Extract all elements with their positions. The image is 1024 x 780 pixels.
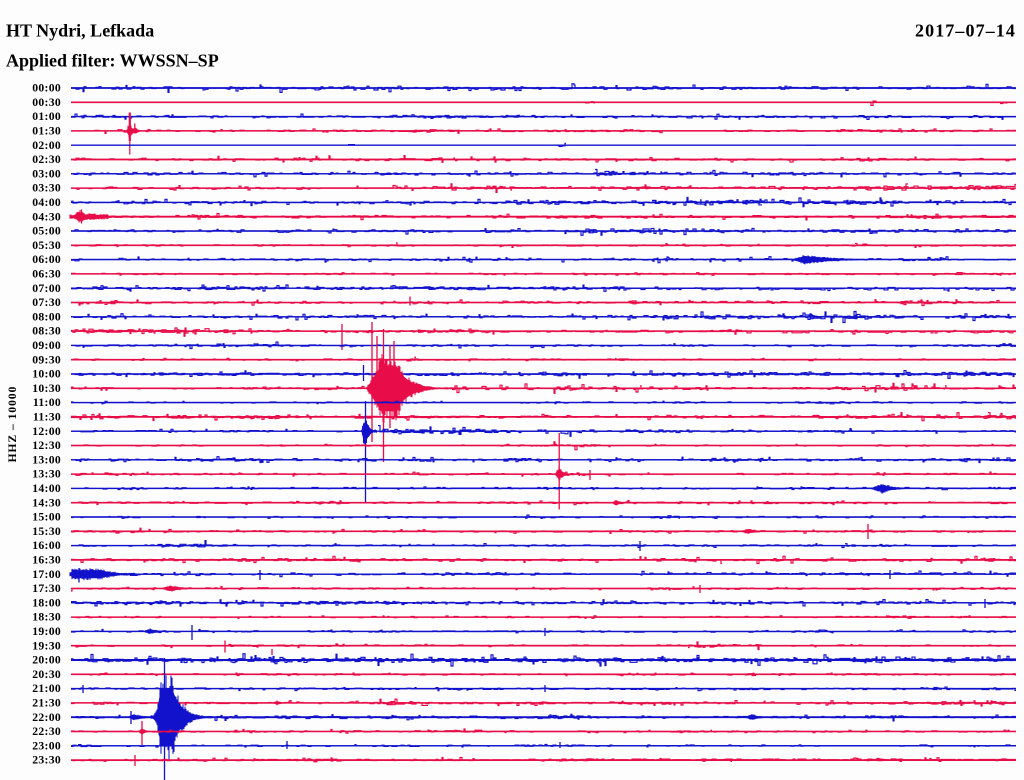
svg-text:2017–07–14: 2017–07–14: [915, 21, 1016, 41]
svg-text:23:00: 23:00: [32, 739, 61, 752]
svg-text:18:00: 18:00: [32, 596, 61, 609]
svg-text:03:30: 03:30: [32, 182, 61, 195]
svg-text:03:00: 03:00: [32, 167, 61, 180]
svg-text:15:30: 15:30: [32, 525, 61, 538]
svg-text:08:30: 08:30: [32, 325, 61, 338]
svg-text:19:00: 19:00: [32, 625, 61, 638]
svg-text:13:30: 13:30: [32, 468, 61, 481]
svg-text:17:00: 17:00: [32, 568, 61, 581]
svg-text:16:00: 16:00: [32, 539, 61, 552]
svg-text:HHZ – 10000: HHZ – 10000: [7, 386, 19, 463]
svg-text:09:30: 09:30: [32, 353, 61, 366]
svg-text:10:00: 10:00: [32, 368, 61, 381]
svg-text:00:00: 00:00: [32, 82, 61, 95]
svg-text:05:00: 05:00: [32, 225, 61, 238]
svg-text:06:30: 06:30: [32, 268, 61, 281]
svg-text:07:30: 07:30: [32, 296, 61, 309]
svg-text:02:30: 02:30: [32, 153, 61, 166]
svg-text:22:30: 22:30: [32, 725, 61, 738]
svg-text:02:00: 02:00: [32, 139, 61, 152]
svg-text:14:30: 14:30: [32, 496, 61, 509]
svg-text:23:30: 23:30: [32, 754, 61, 767]
svg-text:15:00: 15:00: [32, 511, 61, 524]
svg-text:04:00: 04:00: [32, 196, 61, 209]
svg-text:12:30: 12:30: [32, 439, 61, 452]
svg-text:13:00: 13:00: [32, 453, 61, 466]
svg-text:Applied filter: WWSSN–SP: Applied filter: WWSSN–SP: [6, 51, 219, 71]
svg-text:17:30: 17:30: [32, 582, 61, 595]
svg-text:14:00: 14:00: [32, 482, 61, 495]
svg-text:16:30: 16:30: [32, 554, 61, 567]
svg-text:18:30: 18:30: [32, 611, 61, 624]
svg-text:19:30: 19:30: [32, 639, 61, 652]
svg-text:20:00: 20:00: [32, 654, 61, 667]
svg-text:22:00: 22:00: [32, 711, 61, 724]
svg-text:06:00: 06:00: [32, 253, 61, 266]
svg-text:20:30: 20:30: [32, 668, 61, 681]
svg-text:11:00: 11:00: [33, 396, 61, 409]
svg-text:08:00: 08:00: [32, 310, 61, 323]
svg-text:09:00: 09:00: [32, 339, 61, 352]
svg-text:21:30: 21:30: [32, 697, 61, 710]
svg-text:21:00: 21:00: [32, 682, 61, 695]
svg-text:HT Nydri, Lefkada: HT Nydri, Lefkada: [6, 21, 154, 41]
svg-text:01:30: 01:30: [32, 125, 61, 138]
svg-text:01:00: 01:00: [32, 110, 61, 123]
svg-text:10:30: 10:30: [32, 382, 61, 395]
svg-text:12:00: 12:00: [32, 425, 61, 438]
svg-text:11:30: 11:30: [33, 411, 61, 424]
svg-text:05:30: 05:30: [32, 239, 61, 252]
svg-text:04:30: 04:30: [32, 210, 61, 223]
svg-text:07:00: 07:00: [32, 282, 61, 295]
svg-text:00:30: 00:30: [32, 96, 61, 109]
